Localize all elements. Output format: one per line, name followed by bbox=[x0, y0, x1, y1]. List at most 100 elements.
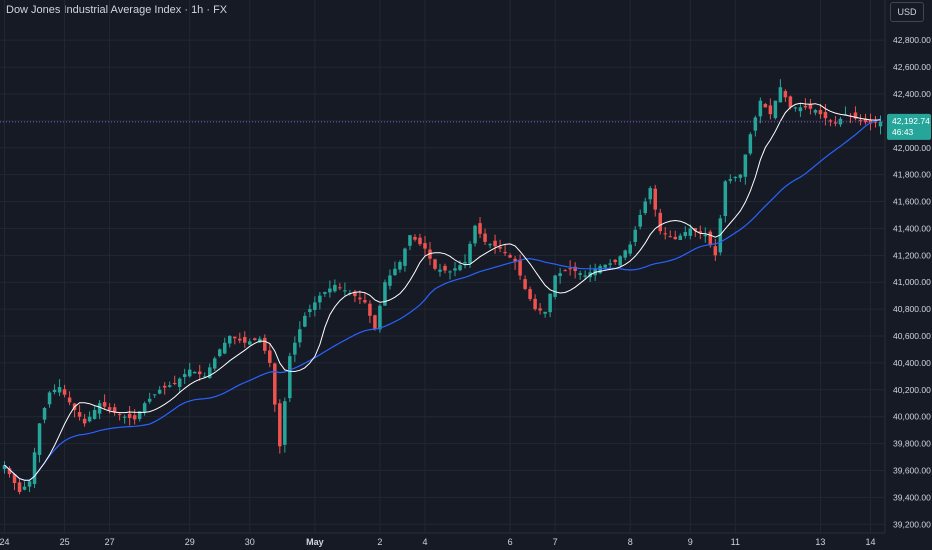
candle-down bbox=[423, 243, 427, 249]
x-tick-label: 4 bbox=[422, 537, 427, 547]
candle-up bbox=[32, 452, 37, 485]
candle-down bbox=[523, 279, 527, 289]
x-tick-label: 27 bbox=[105, 537, 115, 547]
candle-up bbox=[688, 228, 693, 236]
candle-down bbox=[62, 389, 67, 395]
candle-up bbox=[57, 387, 62, 393]
candle-up bbox=[793, 107, 798, 109]
candle-up bbox=[473, 225, 477, 244]
candle-up bbox=[343, 290, 347, 292]
candle-down bbox=[112, 407, 117, 413]
candle-down bbox=[708, 231, 713, 246]
x-tick-label: 7 bbox=[553, 537, 558, 547]
candle-down bbox=[162, 385, 167, 388]
candle-up bbox=[207, 367, 212, 379]
candle-up bbox=[388, 275, 392, 286]
y-tick-label: 41,800.00 bbox=[893, 170, 931, 180]
candle-up bbox=[288, 356, 292, 399]
candle-down bbox=[428, 249, 432, 259]
candle-down bbox=[823, 111, 828, 119]
candle-up bbox=[628, 244, 632, 254]
candle-up bbox=[333, 284, 337, 292]
currency-button[interactable]: USD bbox=[890, 2, 924, 22]
y-tick-label: 39,200.00 bbox=[893, 519, 931, 529]
candle-up bbox=[328, 288, 332, 293]
candle-up bbox=[192, 371, 197, 374]
candle-up bbox=[633, 229, 637, 243]
candle-down bbox=[613, 259, 617, 263]
candle-down bbox=[498, 246, 502, 249]
candle-up bbox=[92, 409, 97, 419]
candle-up bbox=[313, 302, 317, 310]
candle-up bbox=[137, 411, 142, 419]
candle-up bbox=[598, 266, 602, 274]
candle-down bbox=[127, 413, 132, 419]
bar-countdown-label: 46:43 bbox=[892, 127, 914, 137]
candle-up bbox=[778, 87, 783, 103]
candle-up bbox=[52, 389, 57, 393]
x-tick-label: 6 bbox=[508, 537, 513, 547]
candle-up bbox=[182, 374, 187, 378]
candle-up bbox=[703, 235, 708, 237]
candle-down bbox=[513, 258, 517, 263]
candle-down bbox=[433, 259, 437, 269]
x-tick-label: 29 bbox=[185, 537, 195, 547]
candle-down bbox=[82, 418, 87, 424]
candle-up bbox=[463, 262, 467, 264]
y-tick-label: 40,000.00 bbox=[893, 412, 931, 422]
candle-up bbox=[438, 269, 442, 272]
candle-up bbox=[748, 134, 753, 154]
candle-up bbox=[37, 423, 42, 455]
candle-down bbox=[478, 223, 482, 234]
candle-up bbox=[618, 256, 622, 266]
moving-average-fast-line bbox=[4, 102, 881, 481]
y-tick-label: 42,600.00 bbox=[893, 62, 931, 72]
candle-down bbox=[768, 105, 773, 115]
candle-down bbox=[538, 308, 542, 311]
candle-up bbox=[223, 342, 227, 354]
candle-down bbox=[668, 236, 673, 238]
candle-up bbox=[683, 232, 688, 237]
candle-down bbox=[853, 112, 858, 119]
candle-up bbox=[323, 292, 327, 294]
candle-up bbox=[813, 110, 818, 113]
candle-down bbox=[528, 289, 532, 300]
candle-up bbox=[293, 342, 297, 355]
candle-down bbox=[107, 407, 112, 410]
candle-down bbox=[673, 236, 678, 240]
candle-up bbox=[318, 295, 322, 303]
candle-up bbox=[643, 201, 647, 214]
candle-down bbox=[263, 337, 267, 351]
candle-up bbox=[753, 117, 758, 131]
candle-down bbox=[253, 338, 257, 341]
candle-down bbox=[102, 402, 107, 407]
candle-up bbox=[383, 282, 387, 306]
y-tick-label: 39,600.00 bbox=[893, 465, 931, 475]
candle-down bbox=[77, 412, 82, 417]
x-tick-label: 9 bbox=[688, 537, 693, 547]
candle-down bbox=[363, 300, 367, 303]
candle-down bbox=[7, 468, 12, 475]
candle-down bbox=[818, 110, 823, 115]
candle-down bbox=[368, 303, 372, 316]
candle-down bbox=[493, 240, 497, 247]
candle-down bbox=[573, 266, 577, 272]
candle-up bbox=[678, 235, 683, 241]
candle-up bbox=[97, 403, 102, 414]
candle-up bbox=[758, 100, 763, 117]
candle-up bbox=[403, 248, 407, 266]
candle-up bbox=[723, 181, 728, 217]
candle-up bbox=[378, 305, 382, 330]
candle-up bbox=[623, 250, 627, 258]
candle-down bbox=[518, 259, 522, 276]
candle-down bbox=[278, 403, 282, 447]
x-tick-label: 8 bbox=[628, 537, 633, 547]
candle-up bbox=[202, 376, 207, 378]
candle-down bbox=[197, 371, 202, 375]
candle-down bbox=[17, 482, 22, 493]
chart-title: Dow Jones Industrial Average Index · 1h … bbox=[6, 4, 228, 16]
candle-up bbox=[157, 389, 162, 394]
y-tick-label: 41,000.00 bbox=[893, 277, 931, 287]
